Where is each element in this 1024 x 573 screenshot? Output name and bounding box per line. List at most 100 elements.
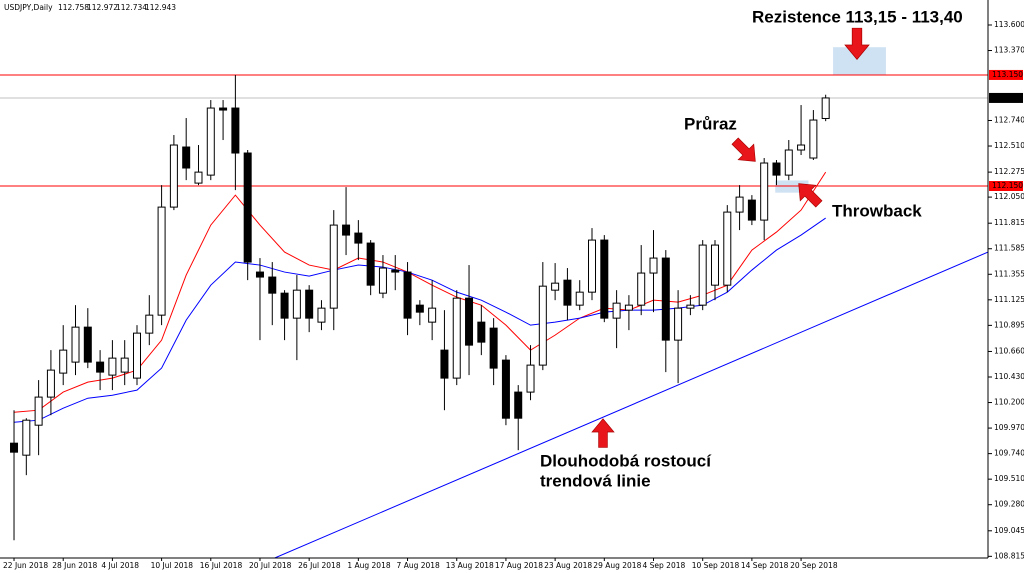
y-tick-label: 109.740	[994, 449, 1024, 458]
candle-body	[317, 307, 326, 323]
symbol-title: USDJPY,Daily	[4, 3, 53, 12]
candle-body	[612, 302, 621, 319]
x-tick-label: 17 Aug 2018	[495, 561, 543, 570]
x-tick-label: 26 Jul 2018	[298, 561, 341, 570]
x-tick-label: 29 Aug 2018	[593, 561, 641, 570]
candle-body	[415, 304, 424, 313]
annotation: trendová linie	[540, 471, 651, 490]
candle-body	[477, 321, 486, 343]
x-tick-label: 10 Sep 2018	[692, 561, 740, 570]
candle-body	[329, 224, 338, 309]
candle-body	[10, 442, 19, 453]
candle-body	[649, 257, 658, 274]
x-tick-label: 4 Sep 2018	[643, 561, 686, 570]
candle-body	[354, 232, 363, 244]
y-tick-label: 110.895	[994, 320, 1024, 329]
level-label: 112.150	[992, 181, 1023, 190]
candle-body	[686, 304, 695, 309]
annotation: Průraz	[684, 114, 737, 133]
arrow	[731, 137, 756, 162]
y-tick-label: 113.370	[994, 46, 1024, 55]
candle-body	[157, 206, 166, 316]
candle-body	[391, 269, 400, 273]
annotation: Dlouhodobá rostoucí	[540, 451, 712, 470]
y-tick-label: 113.600	[994, 20, 1024, 29]
candle-body	[624, 304, 633, 311]
candle-body	[46, 369, 55, 398]
arrow	[798, 183, 823, 208]
y-tick-label: 109.970	[994, 423, 1024, 432]
candle-body	[747, 199, 756, 221]
candle-body	[821, 97, 830, 119]
candle-body	[243, 152, 252, 263]
y-tick-label: 112.050	[994, 192, 1024, 201]
candle-body	[588, 239, 597, 293]
annotation: Throwback	[832, 201, 922, 220]
candle-body	[551, 282, 560, 291]
candle-body	[698, 244, 707, 306]
candle-body	[600, 239, 609, 319]
candle-body	[71, 326, 80, 363]
candle-body	[145, 314, 154, 334]
candle-body	[772, 162, 781, 176]
candle-body	[231, 107, 240, 154]
candle-body	[206, 107, 215, 176]
candle-body	[784, 149, 793, 176]
levels: 113.150 112.943 112.150	[0, 69, 1023, 191]
candle-body	[219, 107, 228, 111]
candle-body	[797, 144, 806, 151]
x-tick-label: 14 Sep 2018	[741, 561, 789, 570]
candle-body	[194, 171, 203, 184]
candle-body	[563, 279, 572, 306]
level-label-box	[989, 92, 1023, 103]
candle-body	[268, 276, 277, 294]
candles	[10, 75, 830, 541]
candle-body	[723, 211, 732, 286]
x-tick-label: 28 Jun 2018	[52, 561, 97, 570]
y-tick-label: 111.125	[994, 295, 1024, 304]
candle-body	[403, 271, 412, 319]
annotation: Rezistence 113,15 - 113,40	[752, 7, 963, 26]
candle-body	[169, 144, 178, 208]
header-open: 112.758	[58, 3, 89, 12]
candle-body	[22, 419, 31, 456]
candle-body	[292, 289, 301, 319]
candle-body	[489, 327, 498, 369]
candle-body	[575, 291, 584, 306]
trendline	[274, 251, 988, 558]
candle-body	[428, 307, 437, 323]
header-high: 112.972	[87, 3, 118, 12]
candle-body	[132, 332, 141, 379]
candle-body	[440, 349, 449, 379]
candle-body	[465, 297, 474, 346]
y-tick-label: 110.200	[994, 398, 1024, 407]
y-tick-label: 109.510	[994, 474, 1024, 483]
candle-body	[59, 349, 68, 374]
candle-body	[342, 224, 351, 236]
axis: 113.600 113.370 112.740 112.510 112.275 112.0…	[3, 20, 1024, 570]
candle-body	[305, 289, 314, 319]
y-tick-label: 111.585	[994, 244, 1024, 253]
arrows	[591, 27, 870, 448]
candle-body	[760, 162, 769, 221]
x-tick-label: 10 Jul 2018	[151, 561, 194, 570]
x-tick-label: 13 Aug 2018	[446, 561, 494, 570]
candle-body	[674, 307, 683, 341]
candle-body	[378, 267, 387, 294]
y-tick-label: 109.280	[994, 500, 1024, 509]
header-close: 112.943	[145, 3, 176, 12]
candle-body	[280, 292, 289, 319]
candle-body	[637, 272, 646, 306]
level-label-box	[989, 69, 1023, 80]
candle-body	[34, 396, 43, 426]
y-tick-label: 112.275	[994, 167, 1024, 176]
candle-body	[452, 297, 461, 379]
candle-body	[83, 326, 92, 363]
y-tick-label: 108.815	[994, 551, 1024, 560]
x-tick-label: 16 Jul 2018	[200, 561, 243, 570]
arrow	[844, 27, 870, 60]
candle-body	[514, 391, 523, 419]
candle-body	[182, 146, 191, 169]
y-tick-label: 111.355	[994, 269, 1024, 278]
